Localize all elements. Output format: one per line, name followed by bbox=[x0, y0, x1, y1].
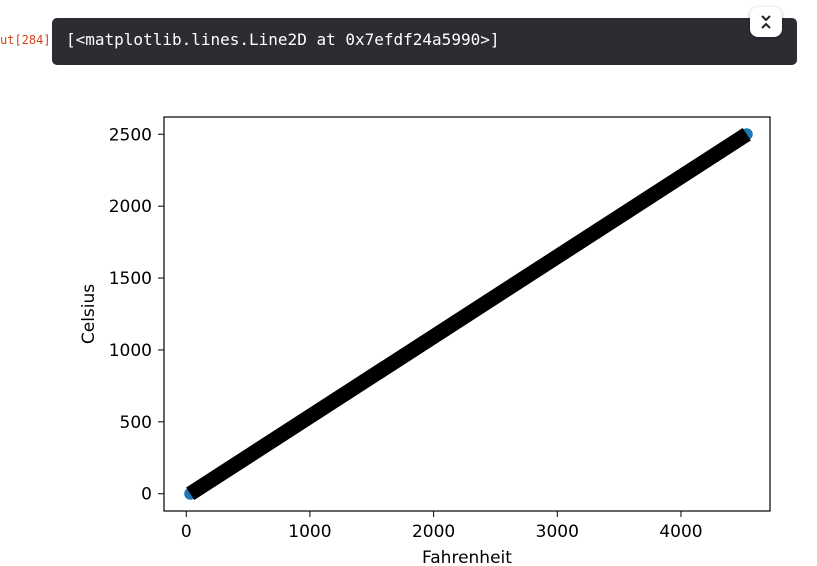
x-tick-label: 0 bbox=[181, 522, 192, 542]
x-tick-label: 3000 bbox=[536, 522, 579, 542]
y-axis: 0 500 1000 1500 2000 2500 bbox=[109, 125, 164, 505]
x-axis-label: Fahrenheit bbox=[422, 548, 512, 566]
x-tick-label: 1000 bbox=[288, 522, 331, 542]
y-tick-label: 500 bbox=[120, 413, 152, 433]
output-text: [<matplotlib.lines.Line2D at 0x7efdf24a5… bbox=[66, 30, 500, 49]
y-tick-label: 1000 bbox=[109, 341, 152, 361]
chart-marks bbox=[184, 127, 753, 501]
y-tick-label: 2500 bbox=[109, 125, 152, 145]
y-tick-label: 0 bbox=[141, 485, 152, 505]
y-axis-label: Celsius bbox=[79, 284, 99, 344]
output-cell: [<matplotlib.lines.Line2D at 0x7efdf24a5… bbox=[52, 18, 797, 65]
x-tick-label: 4000 bbox=[659, 522, 702, 542]
plot-frame bbox=[163, 116, 771, 512]
x-axis: 0 1000 2000 3000 4000 bbox=[181, 511, 703, 542]
output-prompt: ut[284] bbox=[0, 33, 51, 47]
series-line bbox=[186, 127, 751, 501]
y-tick-label: 2000 bbox=[109, 197, 152, 217]
collapse-chevrons-icon bbox=[761, 15, 771, 29]
y-tick-label: 1500 bbox=[109, 269, 152, 289]
collapse-output-button[interactable] bbox=[750, 7, 782, 37]
x-tick-label: 2000 bbox=[412, 522, 455, 542]
